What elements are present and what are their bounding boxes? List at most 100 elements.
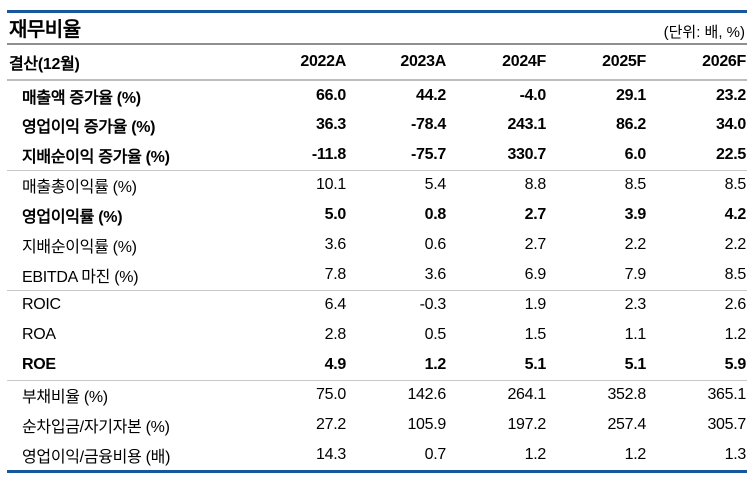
value-cell: 4.9 — [324, 355, 347, 373]
row-label: 지배순이익 증가율 (%) — [22, 148, 170, 166]
table-row: 지배순이익 증가율 (%) -11.8 -75.7 330.7 6.0 22.5 — [7, 140, 747, 170]
value-cell: 44.2 — [416, 86, 446, 104]
column-header-2025f: 2025F — [602, 53, 646, 70]
value-cell: 8.8 — [447, 169, 547, 200]
value-cell: 1.2 — [524, 446, 547, 463]
value-cell: 22.5 — [716, 145, 746, 163]
value-cell: 142.6 — [347, 379, 447, 410]
value-cell: 14.3 — [316, 446, 346, 463]
value-cell: 0.8 — [424, 206, 447, 223]
value-cell: 2.8 — [324, 326, 347, 343]
bottom-rule — [7, 470, 747, 473]
row-label: 순차입금/자기자본 (%) — [22, 419, 170, 436]
table-row: 영업이익 증가율 (%) 36.3 -78.4 243.1 86.2 34.0 — [7, 110, 747, 140]
value-cell: 0.7 — [424, 446, 447, 463]
table-row: 매출총이익률 (%) 10.1 5.4 8.8 8.5 8.5 — [7, 169, 747, 200]
value-cell: 5.0 — [324, 206, 347, 223]
value-cell: 3.6 — [324, 236, 347, 253]
row-label: 영업이익률 (%) — [22, 209, 123, 226]
column-header-2026f: 2026F — [702, 53, 746, 70]
value-cell: 34.0 — [716, 116, 746, 133]
value-cell: 23.2 — [716, 86, 746, 104]
value-cell: 2.7 — [524, 236, 547, 253]
value-cell: 2.6 — [647, 289, 747, 320]
table-body: 매출액 증가율 (%) 66.0 44.2 -4.0 29.1 23.2 영업이익 증가율 … — [7, 80, 747, 470]
value-cell: 1.3 — [724, 446, 747, 463]
value-cell: 8.5 — [647, 169, 747, 200]
value-cell: 66.0 — [316, 86, 346, 104]
value-cell: 264.1 — [447, 379, 547, 410]
value-cell: -4.0 — [519, 86, 547, 104]
value-cell: 1.2 — [424, 355, 447, 373]
value-cell: 5.4 — [347, 169, 447, 200]
row-label: ROA — [22, 326, 56, 343]
header-row: 결산(12월) 2022A 2023A 2024F 2025F 2026F — [7, 45, 747, 80]
value-cell: -11.8 — [311, 145, 346, 163]
column-header-2024f: 2024F — [502, 53, 546, 70]
value-cell: 1.1 — [624, 326, 647, 343]
value-cell: 3.9 — [624, 206, 647, 223]
unit-note: (단위: 배, %) — [663, 24, 745, 41]
value-cell: 7.8 — [324, 265, 347, 283]
table-row: EBITDA 마진 (%) 7.8 3.6 6.9 7.9 8.5 — [7, 260, 747, 290]
row-label: ROE — [22, 355, 56, 373]
row-label: 지배순이익률 (%) — [22, 239, 137, 256]
table-row: 지배순이익률 (%) 3.6 0.6 2.7 2.2 2.2 — [7, 230, 747, 260]
header-fiscal-label: 결산(12월) — [9, 56, 80, 73]
value-cell: 10.1 — [247, 169, 347, 200]
value-cell: 1.9 — [447, 289, 547, 320]
value-cell: 75.0 — [247, 379, 347, 410]
top-rule — [7, 10, 747, 13]
table-row: 영업이익률 (%) 5.0 0.8 2.7 3.9 4.2 — [7, 200, 747, 230]
table-row: ROA 2.8 0.5 1.5 1.1 1.2 — [7, 320, 747, 350]
value-cell: 257.4 — [607, 416, 646, 433]
row-label: 매출액 증가율 (%) — [22, 89, 141, 107]
value-cell: 8.5 — [547, 169, 647, 200]
value-cell: 5.1 — [524, 355, 547, 373]
value-cell: 36.3 — [316, 116, 346, 133]
value-cell: 2.2 — [624, 236, 647, 253]
value-cell: 29.1 — [616, 86, 646, 104]
column-header-2023a: 2023A — [400, 53, 446, 70]
value-cell: 0.6 — [424, 236, 447, 253]
value-cell: 7.9 — [624, 265, 647, 283]
value-cell: 1.5 — [524, 326, 547, 343]
table-row: 순차입금/자기자본 (%) 27.2 105.9 197.2 257.4 305.7 — [7, 410, 747, 440]
value-cell: 86.2 — [616, 116, 646, 133]
page-title: 재무비율 — [9, 19, 81, 41]
value-cell: 243.1 — [507, 116, 546, 133]
value-cell: 1.2 — [724, 326, 747, 343]
value-cell: -0.3 — [347, 289, 447, 320]
row-label: 영업이익 증가율 (%) — [22, 119, 156, 136]
value-cell: -75.7 — [411, 145, 446, 163]
row-label: EBITDA 마진 (%) — [22, 268, 139, 286]
value-cell: 3.6 — [424, 265, 447, 283]
table-row: 매출액 증가율 (%) 66.0 44.2 -4.0 29.1 23.2 — [7, 80, 747, 110]
table-row: ROE 4.9 1.2 5.1 5.1 5.9 — [7, 350, 747, 380]
value-cell: -78.4 — [411, 116, 446, 133]
table-row: ROIC 6.4 -0.3 1.9 2.3 2.6 — [7, 289, 747, 320]
row-label: ROIC — [7, 289, 247, 320]
financial-ratios-page: 재무비율 (단위: 배, %) 결산(12월) 2022A 2023A 2024… — [7, 10, 747, 473]
row-label: 매출총이익률 (%) — [7, 169, 247, 200]
table-row: 부채비율 (%) 75.0 142.6 264.1 352.8 365.1 — [7, 379, 747, 410]
value-cell: 5.9 — [724, 355, 747, 373]
value-cell: 27.2 — [316, 416, 346, 433]
value-cell: 6.9 — [524, 265, 547, 283]
value-cell: 330.7 — [507, 145, 546, 163]
value-cell: 0.5 — [424, 326, 447, 343]
value-cell: 5.1 — [624, 355, 647, 373]
row-label: 부채비율 (%) — [7, 379, 247, 410]
value-cell: 1.2 — [624, 446, 647, 463]
column-header-2022a: 2022A — [300, 53, 346, 70]
value-cell: 2.3 — [547, 289, 647, 320]
value-cell: 6.0 — [624, 145, 647, 163]
value-cell: 8.5 — [724, 265, 747, 283]
value-cell: 6.4 — [247, 289, 347, 320]
value-cell: 305.7 — [707, 416, 746, 433]
value-cell: 2.7 — [524, 206, 547, 223]
table-row: 영업이익/금융비용 (배) 14.3 0.7 1.2 1.2 1.3 — [7, 440, 747, 470]
value-cell: 105.9 — [407, 416, 446, 433]
value-cell: 2.2 — [724, 236, 747, 253]
row-label: 영업이익/금융비용 (배) — [22, 449, 171, 466]
